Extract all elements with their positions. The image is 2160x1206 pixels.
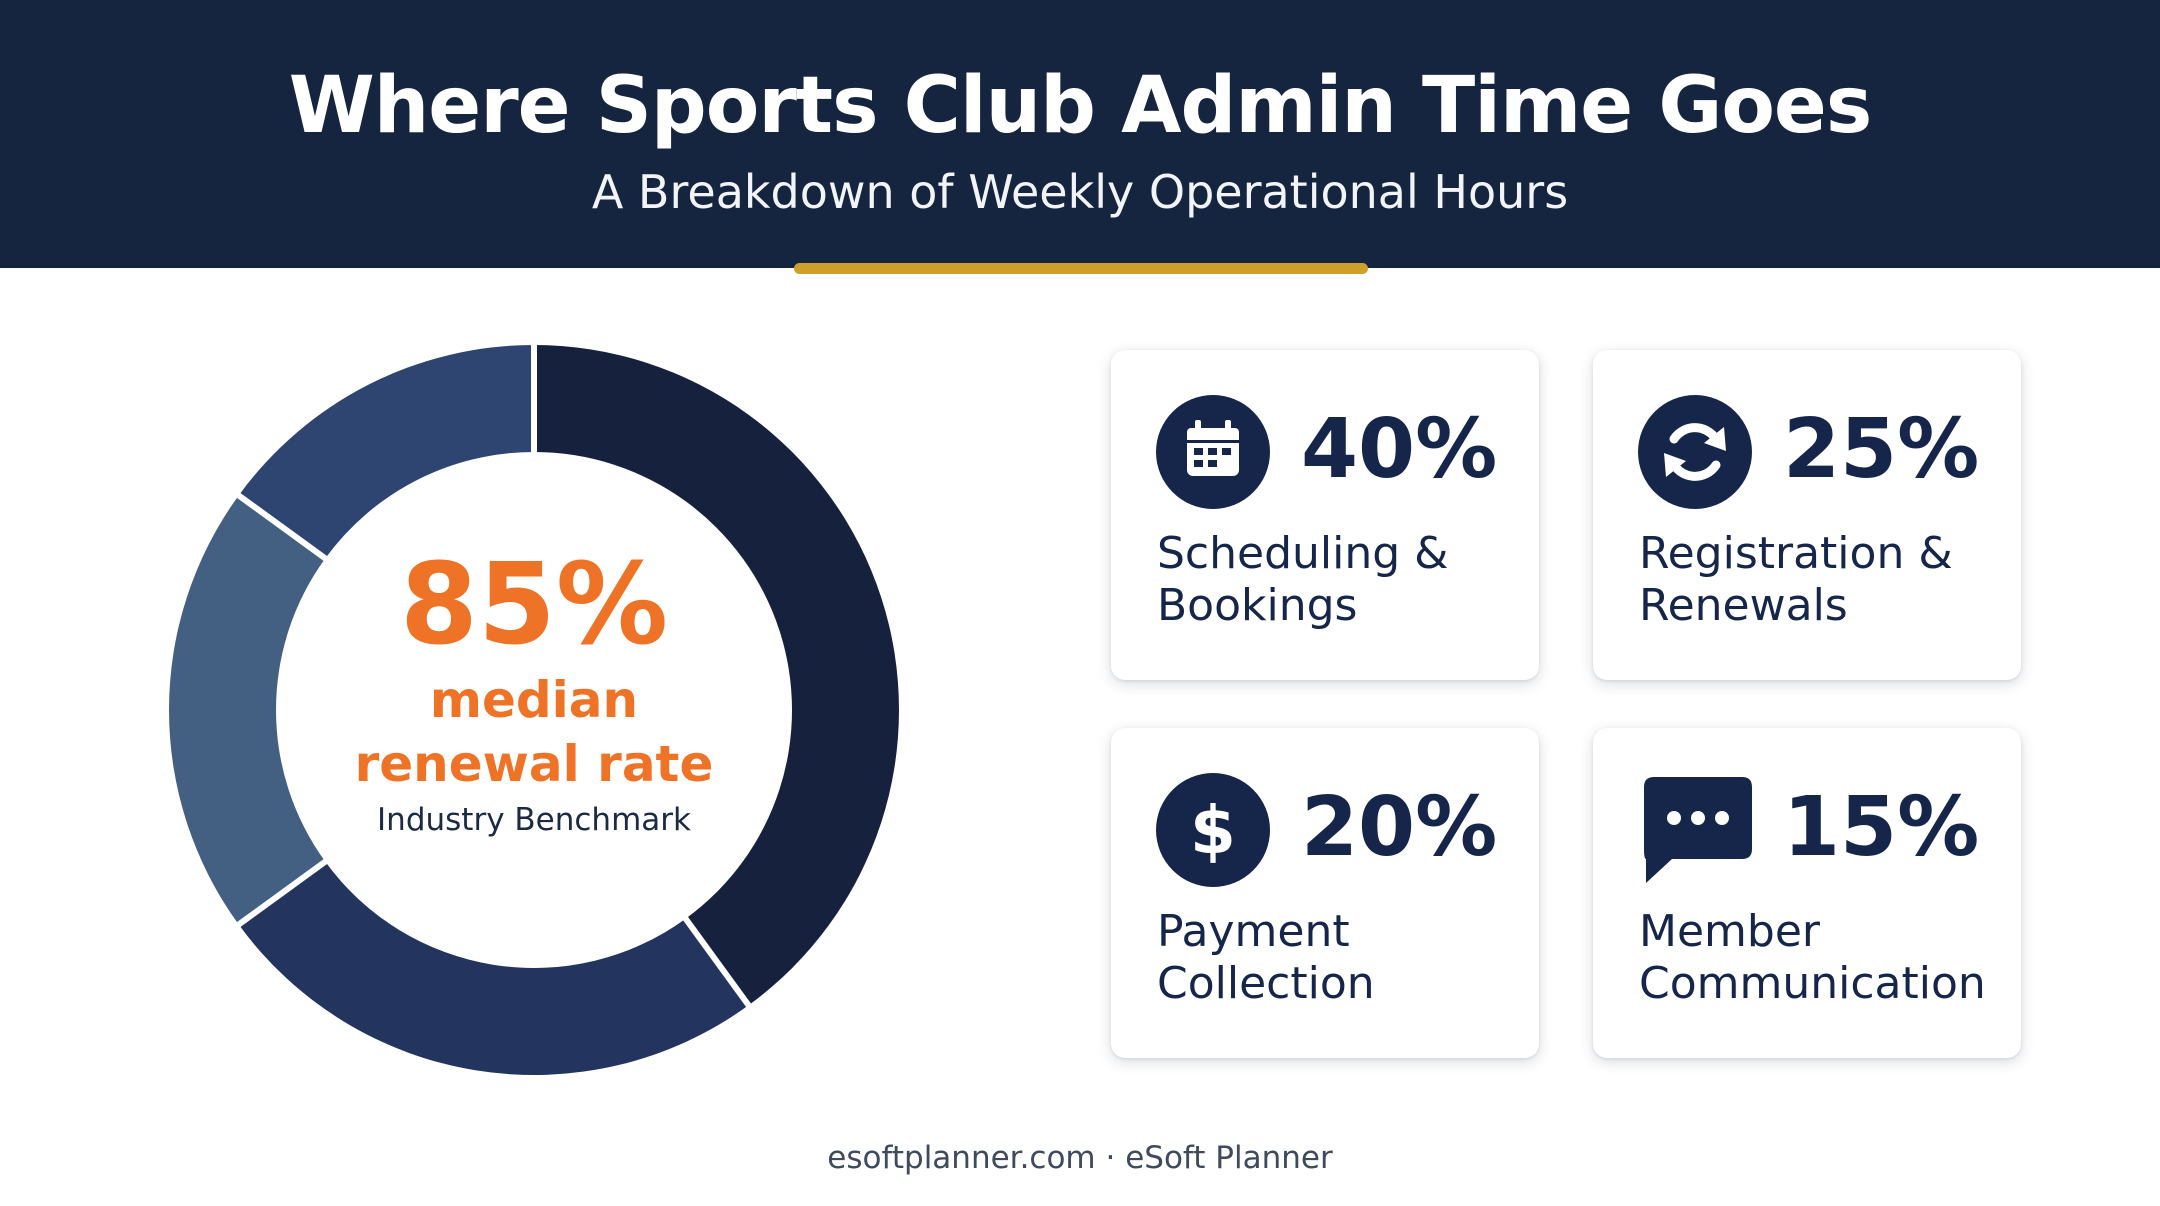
footer-credit: esoftplanner.com · eSoft Planner [827, 1140, 1333, 1176]
stat-card-value: 15% [1783, 780, 1980, 875]
stat-card-label: Member Communication [1639, 906, 2019, 1010]
svg-text:$: $ [1190, 792, 1236, 869]
stat-card-payment: $ 20% Payment Collection [1111, 728, 1539, 1058]
stat-card-label: Scheduling & Bookings [1157, 528, 1537, 632]
stat-card-label-line2: Renewals [1639, 580, 1848, 631]
stat-card-communication: 15% Member Communication [1593, 728, 2021, 1058]
page-title: Where Sports Club Admin Time Goes [288, 61, 1873, 151]
donut-slice-1 [534, 345, 900, 1006]
donut-center-label-line1: median [429, 671, 639, 729]
refresh-icon [1638, 395, 1752, 509]
accent-divider [794, 263, 1368, 274]
donut-slice-4 [238, 345, 534, 559]
stat-card-scheduling: 40% Scheduling & Bookings [1111, 350, 1539, 680]
stat-card-registration: 25% Registration & Renewals [1593, 350, 2021, 680]
stat-card-label-line1: Member [1639, 906, 1820, 957]
donut-slice-3 [168, 495, 326, 925]
dollar-icon: $ [1156, 773, 1270, 887]
donut-slice-separator-4 [235, 491, 329, 562]
calendar-icon [1156, 395, 1270, 509]
stat-card-label-line2: Communication [1639, 958, 1986, 1009]
stat-card-label-line2: Collection [1157, 958, 1375, 1009]
donut-center-label: median renewal rate [264, 668, 804, 796]
stat-card-label-line2: Bookings [1157, 580, 1358, 631]
header-banner: Where Sports Club Admin Time Goes A Brea… [0, 0, 2160, 268]
donut-slice-separator-2 [682, 915, 753, 1009]
donut-slice-separator-3 [235, 858, 329, 929]
stat-card-label: Registration & Renewals [1639, 528, 2019, 632]
page-subtitle: A Breakdown of Weekly Operational Hours [591, 165, 1569, 219]
stat-card-label: Payment Collection [1157, 906, 1537, 1010]
donut-chart [168, 343, 900, 1075]
stat-card-value: 25% [1783, 402, 1980, 497]
stat-card-value: 20% [1301, 780, 1498, 875]
stat-card-value: 40% [1301, 402, 1498, 497]
stat-card-label-line1: Payment [1157, 906, 1350, 957]
donut-center-value: 85% [399, 540, 669, 670]
donut-slice-2 [238, 861, 749, 1075]
chat-bubble-icon [1644, 777, 1752, 883]
donut-center-label-line2: renewal rate [354, 735, 714, 793]
stat-card-label-line1: Scheduling & [1157, 528, 1449, 579]
stat-card-label-line1: Registration & [1639, 528, 1953, 579]
donut-center-note: Industry Benchmark [377, 802, 691, 838]
